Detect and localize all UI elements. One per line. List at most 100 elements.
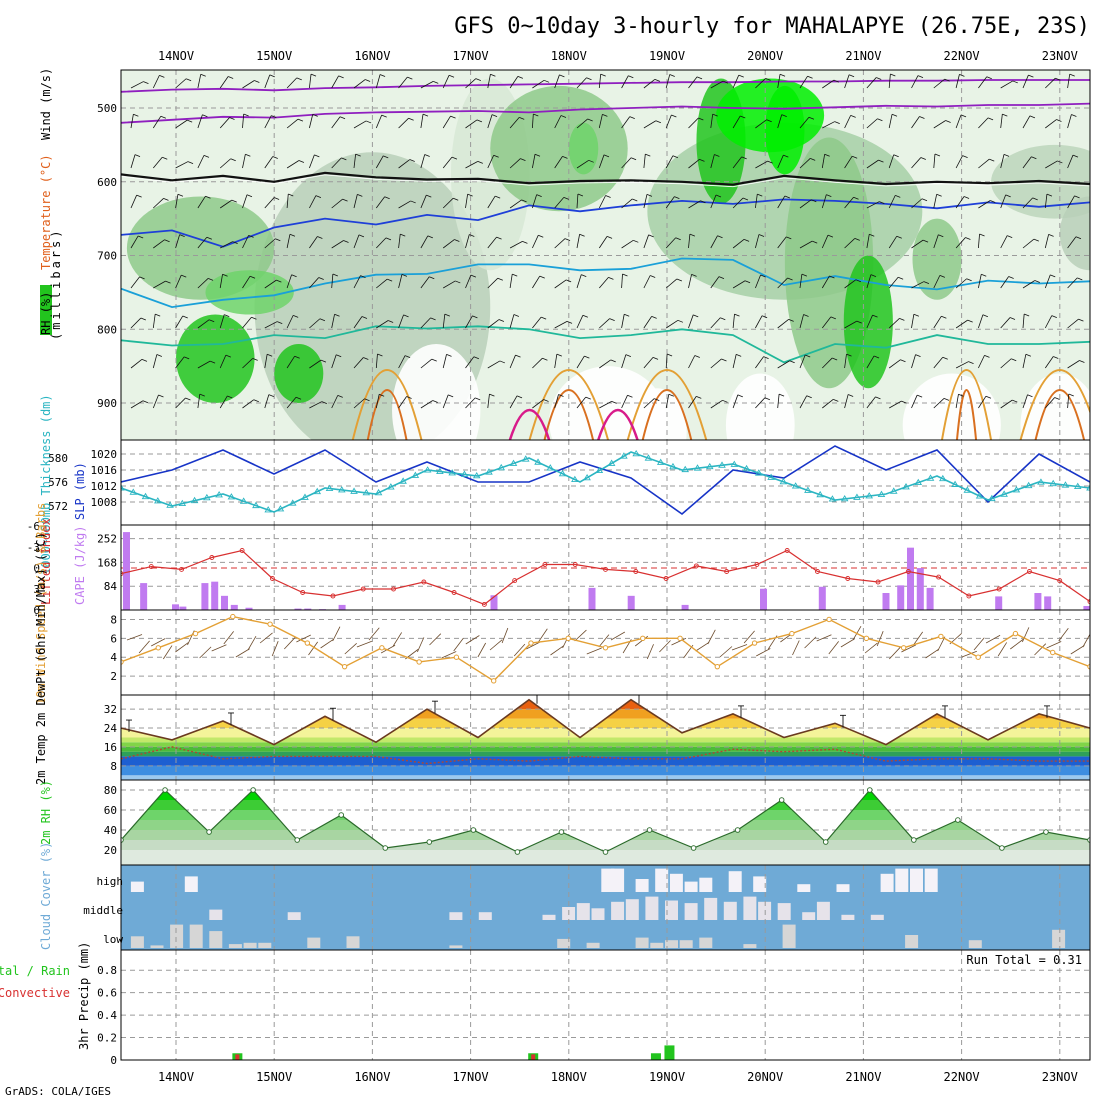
wind-barb [420, 154, 426, 169]
wind-barb [755, 397, 766, 409]
rh-point [294, 837, 300, 843]
temp-band [121, 746, 1090, 752]
ylabel-wind10m: 10m Wind Speed (m/s) & Barbs [34, 503, 48, 705]
wind-ticks: 2 4 6 8 [110, 613, 117, 683]
thickness-marker [975, 492, 984, 499]
li-point [179, 566, 185, 572]
thickness-marker [227, 493, 236, 500]
li-point [693, 563, 699, 569]
wind-barb [643, 194, 648, 209]
wind-barb-flag [206, 236, 212, 240]
thickness-marker [215, 491, 223, 498]
wind-barb [688, 274, 692, 289]
wind-barb-flag [254, 80, 260, 83]
wind-barb [933, 316, 942, 329]
wind-barb [1022, 156, 1032, 169]
thickness-marker [853, 493, 861, 500]
wind-barb-flag [586, 77, 592, 81]
cloud-bar [287, 912, 301, 920]
thickness-marker [730, 460, 739, 467]
pressure-tick-label: 800 [97, 323, 117, 336]
wind-barb-flag [319, 318, 326, 322]
wind-barb [777, 394, 780, 409]
wind-barb-flag [763, 356, 769, 360]
wind-barb-flag [581, 274, 587, 278]
wind-barb [1045, 397, 1055, 409]
rh-point [426, 839, 433, 845]
wind-barb-flag [427, 235, 433, 239]
wind-barb-flag [566, 320, 573, 324]
wind-barb-flag [801, 273, 808, 277]
temperature-contour [121, 171, 1090, 186]
wind10m-point [192, 630, 199, 637]
wind-barb [242, 114, 245, 129]
wind-barb [978, 234, 980, 249]
wind-barb [1045, 119, 1057, 129]
wind-barb-flag [489, 393, 495, 397]
wind-barb-flag [741, 156, 747, 160]
wind-barb-flag [1093, 314, 1098, 316]
wind-barb [242, 276, 251, 289]
wind-barb [331, 116, 341, 129]
wind-barb-flag [627, 394, 633, 398]
cloud-bar [753, 876, 767, 892]
wind-barb-flag [666, 353, 673, 357]
rh-point [338, 812, 344, 818]
wind-barb [598, 277, 609, 289]
wind-barb-flag [1068, 393, 1074, 397]
wind-barb-flag [824, 153, 830, 157]
date-top-label: 19NOV [649, 49, 685, 63]
precip-total-bar [650, 1053, 661, 1060]
wind-barb [755, 194, 758, 209]
thickness-marker [1049, 479, 1057, 487]
cape-bar [230, 604, 238, 610]
wind-barb [130, 114, 134, 129]
wind10m-barb [695, 641, 710, 652]
wind-barb-flag [805, 354, 811, 358]
wind-barb-flag [476, 119, 483, 123]
wind10m-point [751, 640, 758, 646]
wind-barb [286, 234, 291, 249]
wind-barb-flag [542, 357, 548, 361]
cape-tick-label: 84 [104, 580, 118, 593]
cloud-bar [189, 924, 203, 948]
wind10m-barb [1058, 627, 1069, 642]
wind-barb-flag [448, 394, 454, 398]
wind-barb [219, 76, 229, 89]
thickness-marker [301, 493, 309, 500]
wind-barb [509, 199, 522, 209]
wind-barb-flag [357, 194, 363, 197]
wind-barb [242, 399, 255, 409]
wind-barb-flag [294, 355, 300, 359]
wind-barb [688, 76, 698, 89]
wind-barb [532, 316, 542, 329]
wind10m-point [938, 633, 944, 640]
wind-barb [955, 361, 969, 369]
wind-barb [353, 316, 363, 329]
rh-shade-blob [1059, 196, 1090, 271]
wind-barb-flag [609, 318, 615, 321]
rh-tick-label: 80 [104, 784, 117, 797]
thickness-marker [154, 497, 162, 504]
precip-tick-label: 0.2 [97, 1032, 117, 1045]
wind-barb-flag [433, 80, 439, 84]
wind-barb [1000, 194, 1007, 209]
cloud-bar [542, 914, 556, 920]
wind-barb [220, 241, 233, 249]
wind-barb-flag [721, 358, 727, 362]
wind-barb [197, 236, 208, 249]
wind-barb-flag [1008, 276, 1014, 279]
date-bottom-label: 20NOV [747, 1070, 783, 1084]
wind-barb-flag [387, 320, 394, 323]
li-tick-label: 0 [33, 562, 40, 575]
wind-barb [465, 234, 470, 249]
wind10m-barb [889, 647, 901, 660]
wind10m-point [1050, 649, 1056, 656]
cape-bar [211, 581, 219, 610]
wind-barb-flag [310, 73, 317, 77]
wind-barb [777, 319, 789, 329]
wind-barb [621, 157, 632, 169]
wind-barb [264, 279, 277, 289]
wind-barb-flag [778, 393, 785, 397]
wind-barb [509, 158, 521, 169]
